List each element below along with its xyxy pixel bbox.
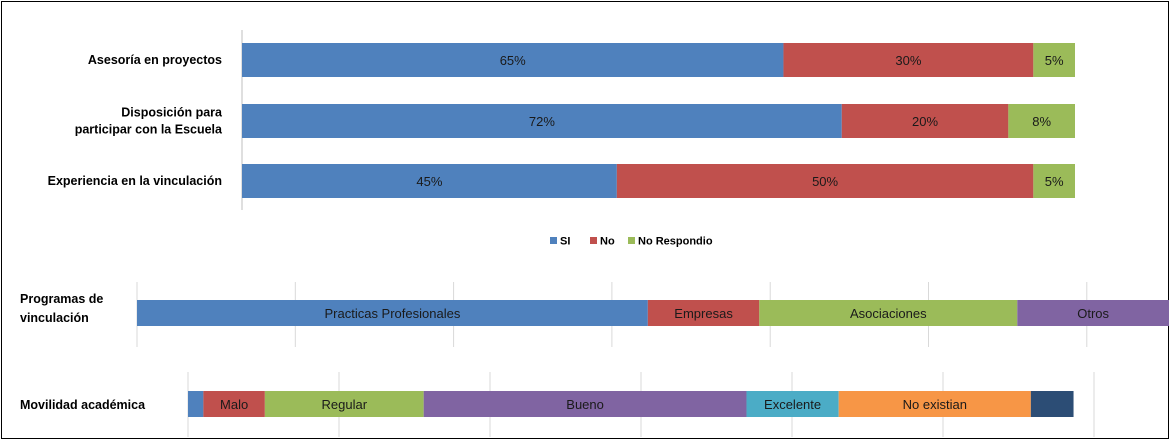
- bar-si-experiencia-en-la-vinculacion: [242, 164, 617, 198]
- legend-label-no: No: [600, 236, 615, 248]
- category-label-programas-vinculacion-line-2: vinculación: [20, 311, 89, 325]
- bar-segment-empresas: [647, 300, 760, 326]
- bar-segment-asociaciones: [759, 300, 1018, 326]
- bar-no-respondio-asesoria-en-proyectos: [1033, 43, 1075, 77]
- segment-label-malo: Malo: [220, 397, 248, 412]
- chart-legend: SI No No Respondio: [550, 236, 713, 248]
- segment-label-empresas: Empresas: [674, 306, 733, 321]
- legend-label-si: SI: [560, 236, 570, 248]
- chart-programas-vinculacion: Programas de vinculación Practicas Profesi…: [20, 282, 1169, 347]
- category-label-disposicion-para-participar-con-la-escuela-line-1: Disposición para: [121, 106, 223, 120]
- category-label-disposicion-para-participar-con-la-escuela-line-2: participar con la Escuela: [75, 123, 223, 137]
- segment-label-regular: Regular: [322, 397, 368, 412]
- segment-label-otros: Otros: [1077, 306, 1109, 321]
- bar-segment-malo: [203, 391, 265, 417]
- bar-segment-otros: [1017, 300, 1169, 326]
- segment-label-excelente: Excelente: [764, 397, 821, 412]
- bar-no-experiencia-en-la-vinculacion: [616, 164, 1034, 198]
- chart-movilidad-academica: Movilidad académica Malo Regular Bueno Excel…: [20, 372, 1095, 437]
- bar-no-asesoria-en-proyectos: [783, 43, 1034, 77]
- segment-label-no-existian: No existian: [903, 397, 967, 412]
- data-label-no-respondio-experiencia-en-la-vinculacion: 5%: [1045, 174, 1064, 189]
- legend-label-no-respondio: No Respondio: [638, 236, 713, 248]
- bar-si-asesoria-en-proyectos: [242, 43, 784, 77]
- data-label-si-asesoria-en-proyectos: 65%: [500, 53, 526, 68]
- segment-label-practicas-profesionales: Practicas Profesionales: [324, 306, 460, 321]
- data-label-si-experiencia-en-la-vinculacion: 45%: [416, 174, 442, 189]
- bar-segment-unlabeled-0: [188, 391, 204, 417]
- legend-swatch-no-respondio: [628, 237, 635, 244]
- bar-no-respondio-experiencia-en-la-vinculacion: [1033, 164, 1075, 198]
- data-label-si-disposicion-para-participar-con-la-escuela: 72%: [529, 114, 555, 129]
- data-label-no-respondio-disposicion-para-participar-con-la-escuela: 8%: [1032, 114, 1051, 129]
- bar-si-disposicion-para-participar-con-la-escuela: [242, 104, 842, 138]
- data-label-no-asesoria-en-proyectos: 30%: [895, 53, 921, 68]
- bar-segment-unlabeled-6: [1030, 391, 1074, 417]
- data-label-no-disposicion-para-participar-con-la-escuela: 20%: [912, 114, 938, 129]
- legend-swatch-no: [590, 237, 597, 244]
- bar-segment-no-existian: [838, 391, 1031, 417]
- category-label-programas-vinculacion-line-1: Programas de: [20, 292, 103, 306]
- bar-segment-excelente: [746, 391, 839, 417]
- bar-segment-bueno: [423, 391, 747, 417]
- data-label-no-respondio-asesoria-en-proyectos: 5%: [1045, 53, 1064, 68]
- chart-opinion-stacked-bars: Asesoría en proyectos 65% 30% 5% Disposición…: [48, 30, 1075, 210]
- bar-no-respondio-disposicion-para-participar-con-la-escuela: [1008, 104, 1075, 138]
- bar-no-disposicion-para-participar-con-la-escuela: [841, 104, 1009, 138]
- bar-segment-practicas-profesionales: [137, 300, 648, 326]
- category-label-movilidad-academica: Movilidad académica: [20, 398, 146, 412]
- bar-segment-regular: [264, 391, 424, 417]
- category-label-experiencia-en-la-vinculacion: Experiencia en la vinculación: [48, 174, 222, 188]
- legend-swatch-si: [550, 237, 557, 244]
- segment-label-bueno: Bueno: [566, 397, 604, 412]
- data-label-no-experiencia-en-la-vinculacion: 50%: [812, 174, 838, 189]
- category-label-asesoria-en-proyectos: Asesoría en proyectos: [88, 53, 222, 67]
- segment-label-asociaciones: Asociaciones: [850, 306, 927, 321]
